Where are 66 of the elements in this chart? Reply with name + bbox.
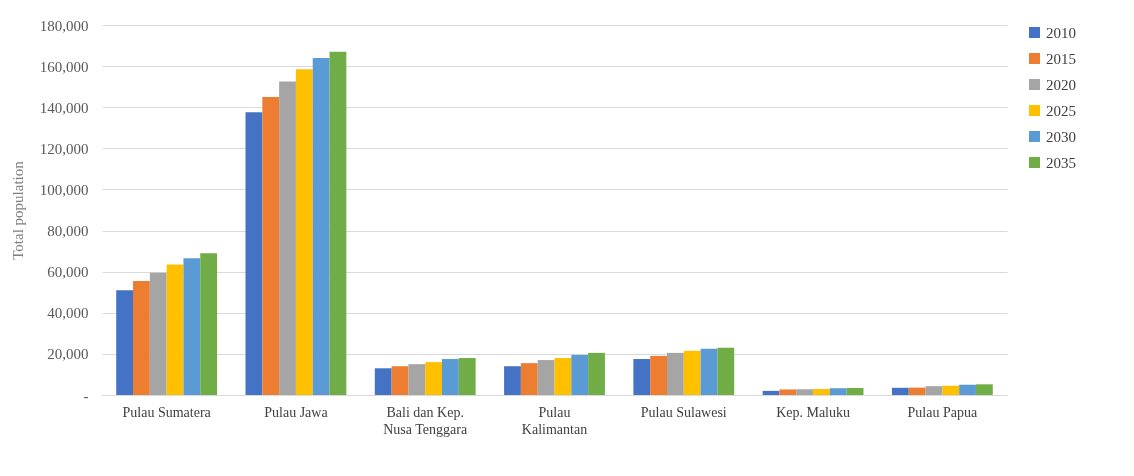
x-tick-label: Pulau Jawa bbox=[264, 404, 329, 420]
y-tick-label: 60,000 bbox=[47, 264, 89, 281]
legend-label: 2025 bbox=[1046, 102, 1076, 119]
x-tick-label: Kep. Maluku bbox=[776, 404, 851, 420]
bar bbox=[650, 355, 667, 395]
bar bbox=[504, 366, 521, 395]
y-tick-label: 20,000 bbox=[47, 346, 89, 363]
bar bbox=[520, 363, 538, 395]
legend-label: 2035 bbox=[1046, 154, 1076, 171]
bar bbox=[779, 389, 797, 395]
bar bbox=[408, 364, 426, 395]
legend-label: 2010 bbox=[1046, 24, 1076, 41]
bar bbox=[666, 352, 684, 395]
bar bbox=[116, 290, 134, 395]
bar bbox=[891, 387, 909, 395]
bar bbox=[762, 390, 780, 395]
bar bbox=[312, 57, 330, 395]
y-tick-label: 40,000 bbox=[47, 305, 89, 322]
bar bbox=[813, 389, 830, 395]
bar bbox=[149, 272, 167, 395]
bar bbox=[442, 359, 459, 395]
bar bbox=[829, 388, 847, 395]
bar bbox=[554, 358, 572, 395]
bar bbox=[295, 69, 313, 395]
bar bbox=[846, 388, 864, 395]
bar bbox=[425, 362, 443, 395]
bar bbox=[925, 386, 943, 395]
bar bbox=[683, 350, 701, 395]
y-tick-label: - bbox=[83, 387, 89, 404]
bar bbox=[329, 51, 347, 395]
bar bbox=[279, 81, 296, 395]
bar bbox=[717, 347, 735, 395]
bar bbox=[374, 368, 392, 395]
x-tick-label: Pulau Kalimantan bbox=[521, 404, 588, 437]
bar bbox=[942, 385, 960, 395]
bar bbox=[262, 96, 280, 395]
y-tick-label: 160,000 bbox=[39, 58, 89, 75]
bar bbox=[959, 384, 976, 395]
x-tick-label: Pulau Sumatera bbox=[122, 404, 212, 420]
bar bbox=[537, 360, 555, 395]
bar bbox=[571, 354, 589, 395]
bar bbox=[633, 359, 651, 395]
bar bbox=[588, 352, 605, 395]
bar bbox=[200, 253, 218, 395]
y-tick-label: 140,000 bbox=[39, 99, 89, 116]
y-axis-title: Total population bbox=[9, 160, 26, 260]
bar bbox=[391, 366, 409, 395]
legend-label: 2020 bbox=[1046, 76, 1076, 93]
bar bbox=[796, 389, 814, 395]
y-tick-label: 120,000 bbox=[39, 140, 89, 157]
y-tick-label: 80,000 bbox=[47, 223, 89, 240]
bar bbox=[908, 387, 926, 395]
y-tick-label: 100,000 bbox=[39, 181, 89, 198]
bar bbox=[166, 264, 184, 395]
x-tick-label: Pulau Papua bbox=[907, 404, 978, 420]
bar bbox=[975, 384, 993, 395]
x-tick-label: Bali dan Kep. Nusa Tenggara bbox=[383, 404, 468, 437]
bar bbox=[133, 280, 150, 395]
legend-label: 2015 bbox=[1046, 50, 1076, 67]
bar bbox=[700, 348, 718, 395]
bar bbox=[183, 258, 201, 395]
bar bbox=[245, 112, 263, 395]
x-tick-label: Pulau Sulawesi bbox=[640, 404, 727, 420]
bar bbox=[458, 358, 476, 395]
y-tick-label: 180,000 bbox=[39, 17, 89, 34]
legend-label: 2030 bbox=[1046, 128, 1076, 145]
